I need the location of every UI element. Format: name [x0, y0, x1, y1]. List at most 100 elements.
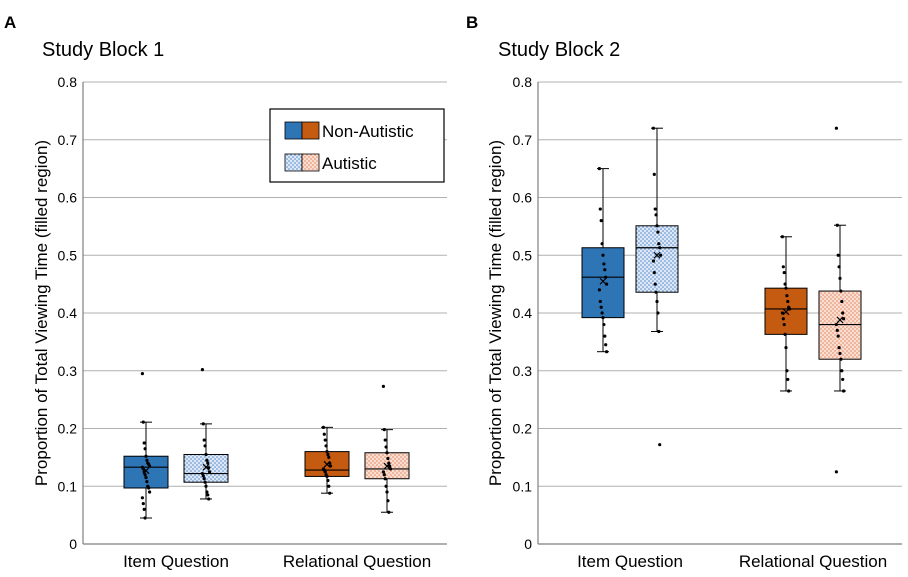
- panel-b-autistic-item-point: [657, 242, 661, 246]
- legend-label-autistic: Autistic: [322, 154, 377, 173]
- panel-b-autistic-relational-point: [841, 311, 845, 315]
- panel-a-ytick-label: 0.4: [58, 305, 78, 321]
- panel-a-autistic-item-point: [202, 438, 206, 442]
- panel-a-autistic-item-point: [207, 466, 211, 470]
- panel-b-non-autistic-relational-point: [781, 265, 785, 269]
- panel-a-autistic-item-point: [208, 470, 212, 474]
- panel-b-ylabel: Proportion of Total Viewing Time (filled…: [486, 140, 505, 486]
- panel-a-non-autistic-relational-point: [324, 444, 328, 448]
- panel-b-non-autistic-item-point: [604, 343, 608, 347]
- panel-a-non-autistic-relational-point: [326, 452, 330, 457]
- panel-a-non-autistic-relational-point: [323, 470, 327, 474]
- panel-b-non-autistic-relational-mean-marker: [782, 308, 790, 316]
- panel-b-ytick-label: 0.8: [513, 74, 533, 90]
- panel-b-non-autistic-relational-point: [785, 294, 789, 298]
- panel-a-category-label: Relational Question: [283, 552, 431, 571]
- panel-a-autistic-relational-point: [387, 461, 391, 465]
- panel-a-ylabel: Proportion of Total Viewing Time (filled…: [32, 140, 51, 486]
- panel-b-autistic-item-point: [657, 329, 661, 334]
- panel-a-autistic-relational-point: [384, 445, 388, 449]
- panel-b-autistic-item-point: [658, 443, 662, 447]
- panel-b-ytick-label: 0.4: [513, 305, 533, 321]
- panel-b-non-autistic-relational-point: [780, 311, 785, 315]
- panel-b-autistic-relational-point: [842, 317, 846, 321]
- panel-b-autistic-item-point: [656, 230, 660, 234]
- panel-b-autistic-relational-point: [838, 276, 842, 280]
- panel-b-autistic-relational-point: [834, 470, 839, 474]
- panel-b-autistic-relational-point: [836, 334, 840, 338]
- panel-a-autistic-relational-point: [388, 464, 392, 468]
- panel-b-non-autistic-item-point: [600, 311, 604, 315]
- panel-a-autistic-item-point: [207, 497, 211, 501]
- panel-a-ytick-label: 0.6: [58, 190, 78, 206]
- panel-a-non-autistic-relational-point: [327, 484, 331, 488]
- panel-b-autistic-relational-point: [837, 346, 841, 350]
- panel-b-non-autistic-item-point: [601, 253, 605, 257]
- panel-a-autistic-relational-point: [382, 473, 386, 477]
- panel-a-non-autistic-item-point: [140, 372, 144, 376]
- panel-a-non-autistic-item-point: [144, 454, 148, 458]
- panel-b-non-autistic-item-point: [604, 275, 608, 279]
- panel-b-non-autistic-item-point: [602, 322, 606, 327]
- panel-a-non-autistic-relational-point: [327, 455, 331, 459]
- panel-a-non-autistic-item-point: [141, 501, 145, 506]
- panel-a-non-autistic-item-point: [145, 458, 149, 462]
- panel-a-non-autistic-item-point: [143, 473, 147, 477]
- panel-a-autistic-relational-point: [385, 490, 389, 494]
- panel-a-non-autistic-item-point: [144, 475, 148, 480]
- panel-b-autistic-item-point: [652, 270, 656, 275]
- panel-a-non-autistic-relational-point: [325, 474, 329, 479]
- panel-a-non-autistic-relational-point: [323, 438, 327, 442]
- panel-a-autistic-item-point: [202, 477, 206, 481]
- panel-a-autistic-relational-point: [382, 428, 386, 432]
- panel-b-autistic-item-point: [654, 213, 658, 217]
- panel-b-autistic-item-point: [659, 253, 663, 257]
- panel-a-non-autistic-item-point: [141, 420, 145, 424]
- panel-b-plot: 0 0.1 0.2 0.3 0.4 0.5 0.6 0.7 0.8 Item Question Re…: [513, 74, 902, 571]
- legend-swatch-non-autistic-item: [284, 121, 303, 140]
- panel-b-autistic-relational-point: [836, 253, 840, 257]
- panel-a-autistic-item-point: [201, 422, 205, 426]
- panel-b-non-autistic-item-point: [598, 207, 602, 211]
- panel-b-autistic-relational-point: [842, 389, 846, 393]
- panel-a-autistic-relational-point: [381, 384, 385, 388]
- panel-b-ytick-label: 0.3: [513, 363, 533, 379]
- panel-a-letter: A: [4, 13, 16, 32]
- legend-swatch-autistic-item: [284, 153, 303, 172]
- panel-a-non-autistic-item-point: [148, 490, 152, 494]
- panel-a-ytick-label: 0: [69, 536, 77, 552]
- panel-b-non-autistic-item-point: [601, 316, 605, 320]
- panel-b-non-autistic-item-point: [603, 268, 607, 272]
- panel-a-autistic-relational-point: [384, 484, 388, 488]
- panel-a-autistic-item-point: [203, 480, 207, 484]
- panel-a-non-autistic-relational-point: [326, 478, 330, 483]
- panel-b-non-autistic-relational-point: [784, 346, 788, 350]
- panel-b-autistic-relational-point: [838, 351, 842, 356]
- panel-a-autistic-relational-point: [381, 470, 385, 474]
- panel-a-autistic-relational-point: [386, 456, 390, 461]
- panel-a-autistic-relational-point: [386, 499, 390, 503]
- panel-a-autistic-item-point: [206, 493, 210, 497]
- legend-label-non-autistic: Non-Autistic: [322, 122, 414, 141]
- panel-a-autistic-relational-point: [389, 467, 393, 471]
- panel-a-autistic-relational-point: [387, 510, 391, 514]
- panel-b-autistic-relational-point: [839, 289, 843, 293]
- panel-b-category-label: Item Question: [577, 552, 683, 571]
- panel-b-non-autistic-relational-point: [785, 369, 789, 373]
- panel-a-non-autistic-item-point: [148, 464, 152, 468]
- panel-b-autistic-item-point: [653, 207, 657, 211]
- panel-a-ytick-label: 0.2: [58, 421, 78, 437]
- panel-b-autistic-item-point: [656, 311, 660, 315]
- panel-b-letter: B: [466, 13, 478, 32]
- panel-b-non-autistic-relational-point: [783, 282, 787, 286]
- panel-a-non-autistic-item-point: [142, 470, 146, 474]
- panel-b-ytick-label: 0.5: [513, 247, 533, 263]
- panel-b-autistic-relational-point: [835, 223, 839, 227]
- panel-a-autistic-item-point: [201, 474, 205, 478]
- panel-b-non-autistic-relational-point: [787, 389, 791, 393]
- panel-a-ytick-label: 0.5: [58, 247, 78, 263]
- panel-a-non-autistic-relational-point: [322, 432, 326, 436]
- panel-a-ytick-label: 0.7: [58, 132, 78, 148]
- panel-a-ytick-label: 0.3: [58, 363, 78, 379]
- panel-b-autistic-relational-point: [839, 357, 843, 361]
